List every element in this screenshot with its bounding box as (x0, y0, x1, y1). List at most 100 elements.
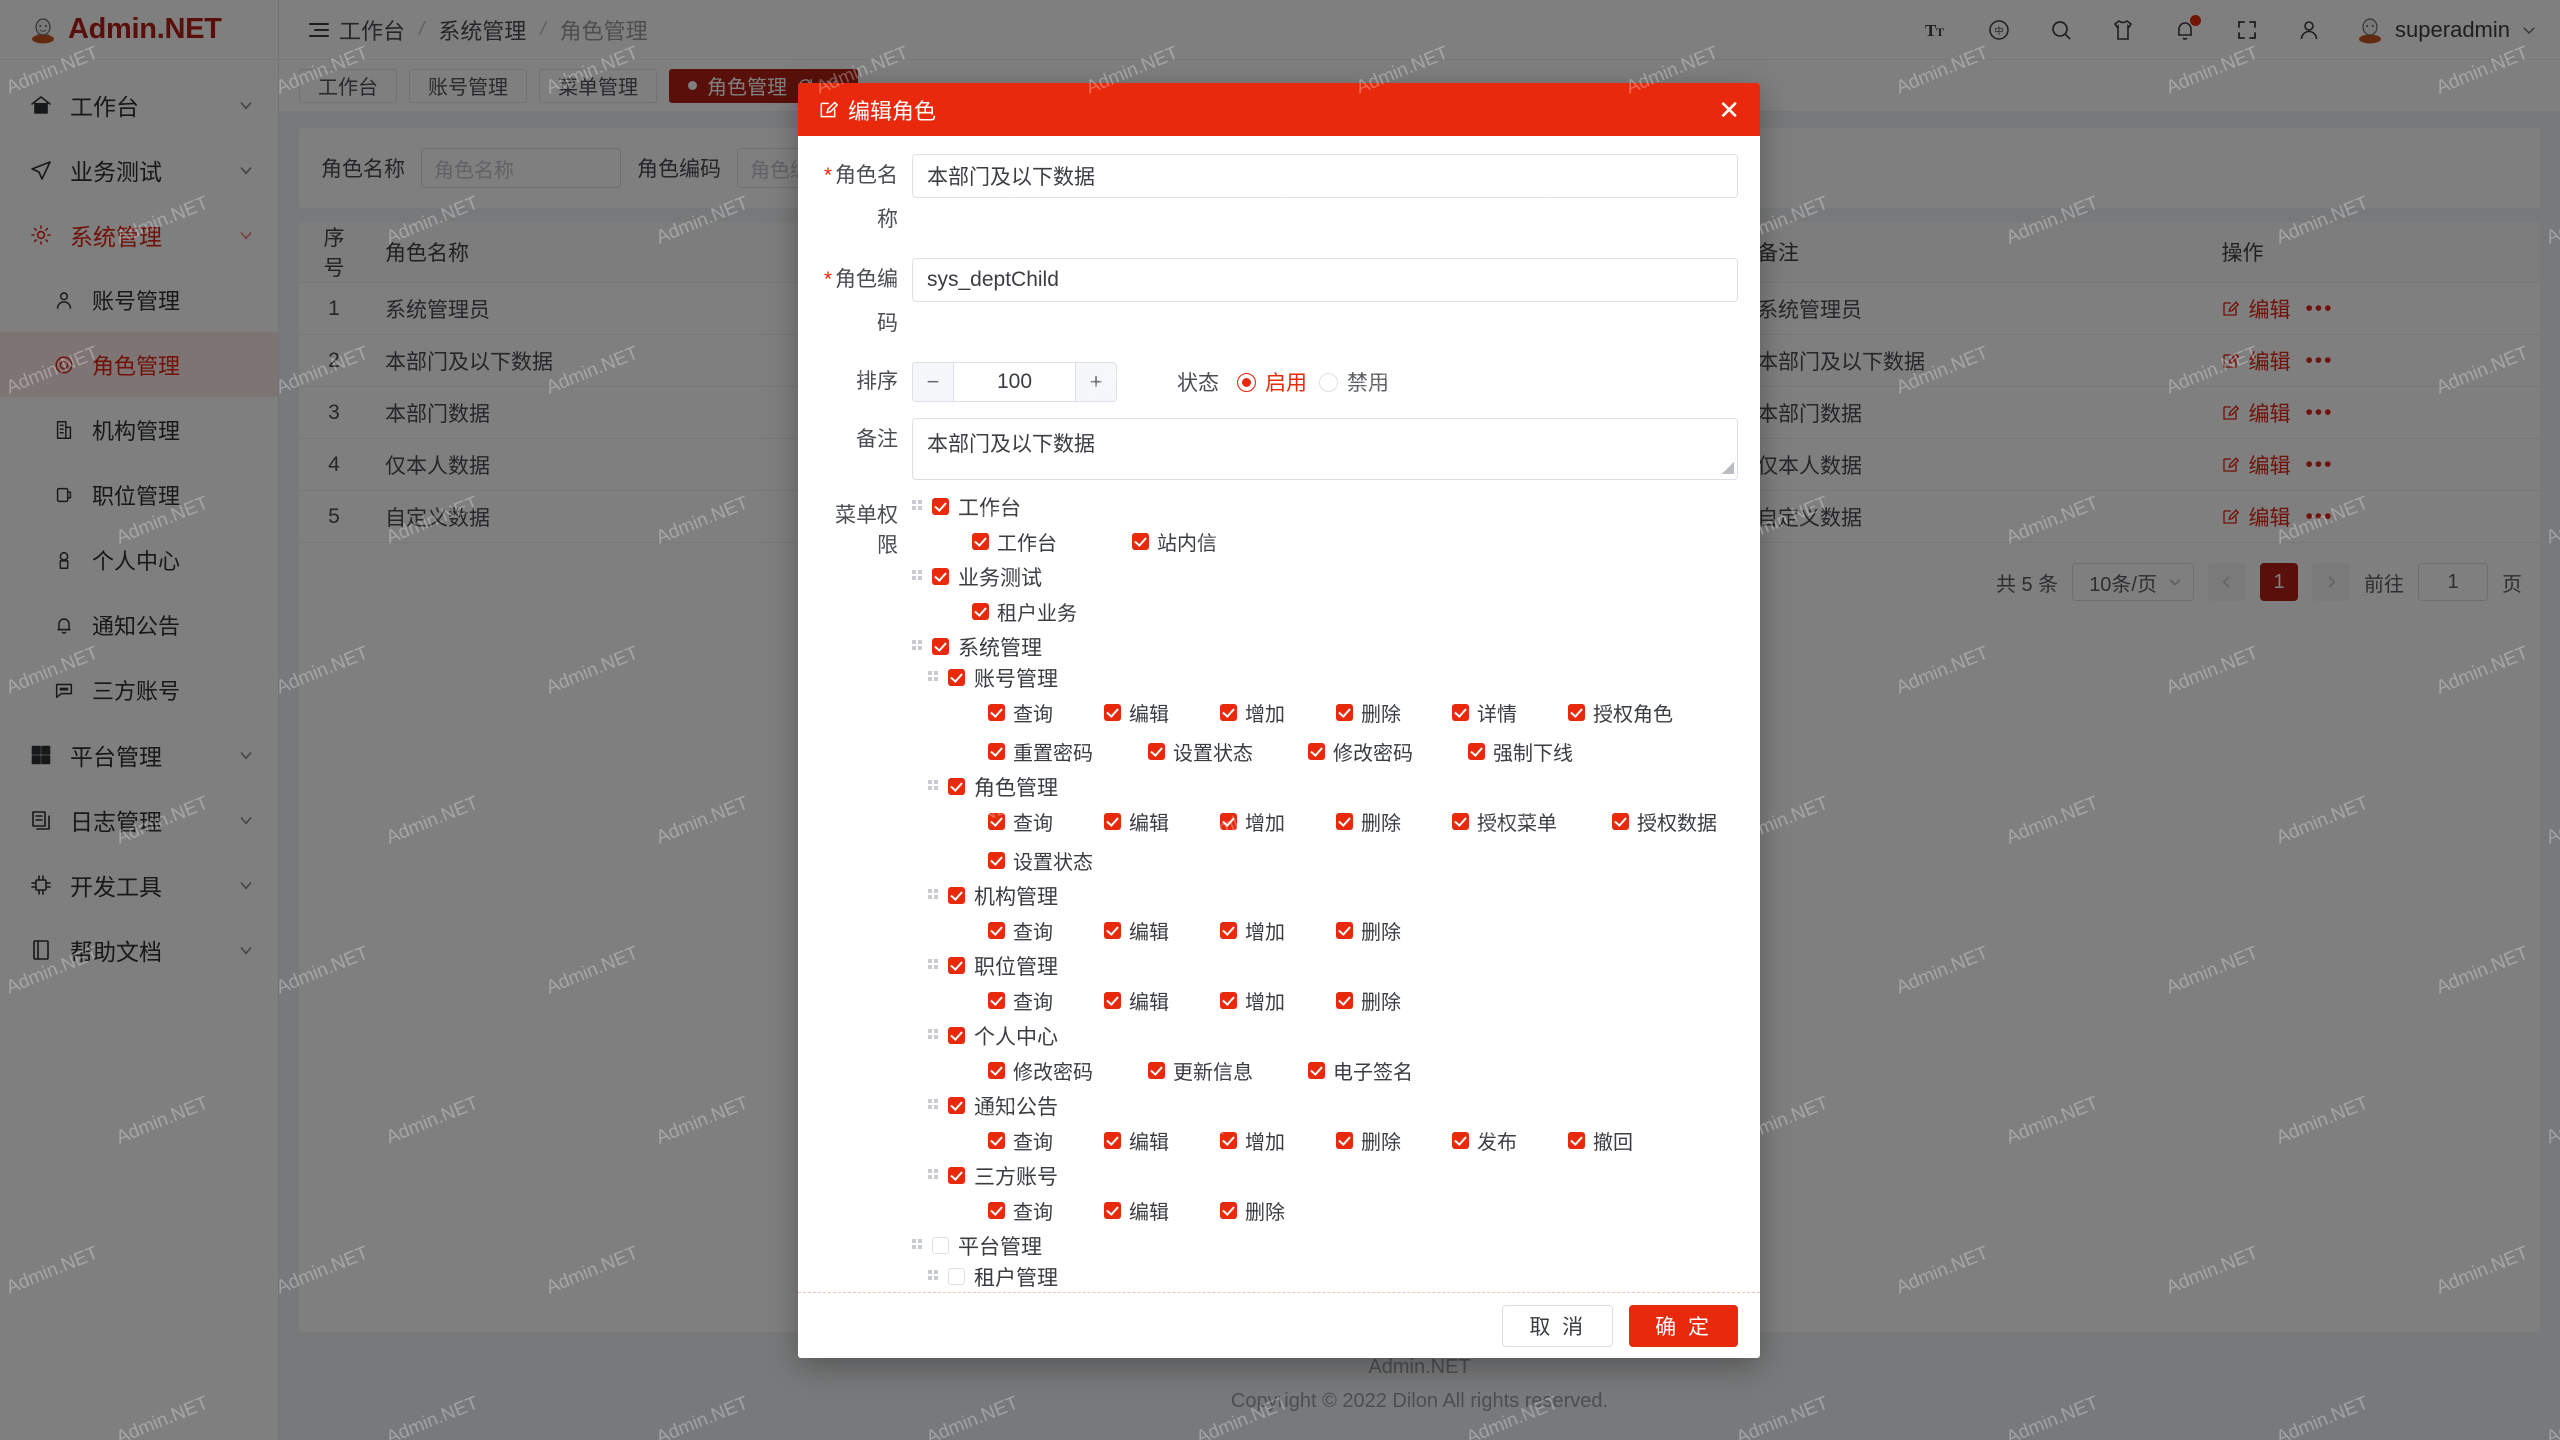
checkbox[interactable] (972, 603, 989, 620)
checkbox[interactable] (948, 1167, 965, 1184)
role-name-input[interactable]: 本部门及以下数据 (912, 154, 1738, 198)
checkbox[interactable] (932, 1237, 949, 1254)
drag-handle-icon[interactable] (928, 1270, 939, 1283)
checkbox[interactable] (1308, 1062, 1325, 1079)
checkbox[interactable] (1452, 813, 1469, 830)
checkbox[interactable] (1104, 704, 1121, 721)
perm-撤回[interactable]: 撤回 (1568, 1126, 1674, 1155)
checkbox[interactable] (1452, 1132, 1469, 1149)
perm-删除[interactable]: 删除 (1336, 986, 1442, 1015)
checkbox[interactable] (1104, 922, 1121, 939)
checkbox[interactable] (988, 922, 1005, 939)
perm-删除[interactable]: 删除 (1220, 1196, 1326, 1225)
checkbox[interactable] (932, 498, 949, 515)
checkbox[interactable] (1132, 533, 1149, 550)
perm-发布[interactable]: 发布 (1452, 1126, 1558, 1155)
perm-查询[interactable]: 查询 (988, 1196, 1094, 1225)
perm-重置密码[interactable]: 重置密码 (988, 737, 1138, 766)
perm-电子签名[interactable]: 电子签名 (1308, 1056, 1458, 1085)
perm-编辑[interactable]: 编辑 (1104, 698, 1210, 727)
perm-设置状态[interactable]: 设置状态 (1148, 737, 1298, 766)
perm-授权菜单[interactable]: 授权菜单 (1452, 807, 1602, 836)
tree-node-三方账号[interactable]: 三方账号 (912, 1165, 1760, 1189)
checkbox[interactable] (932, 638, 949, 655)
checkbox[interactable] (932, 568, 949, 585)
checkbox[interactable] (988, 813, 1005, 830)
status-radio-disabled[interactable]: 禁用 (1319, 367, 1389, 397)
drag-handle-icon[interactable] (928, 889, 939, 902)
perm-删除[interactable]: 删除 (1336, 698, 1442, 727)
checkbox[interactable] (948, 669, 965, 686)
checkbox[interactable] (988, 1132, 1005, 1149)
checkbox[interactable] (1220, 1202, 1237, 1219)
confirm-button[interactable]: 确 定 (1629, 1304, 1738, 1347)
checkbox[interactable] (948, 1027, 965, 1044)
checkbox[interactable] (988, 1202, 1005, 1219)
role-code-input[interactable]: sys_deptChild (912, 258, 1738, 302)
perm-编辑[interactable]: 编辑 (1104, 1196, 1210, 1225)
checkbox[interactable] (988, 743, 1005, 760)
tree-node-业务测试[interactable]: 业务测试 (912, 566, 1760, 590)
checkbox[interactable] (948, 1268, 965, 1285)
perm-删除[interactable]: 删除 (1336, 916, 1442, 945)
checkbox[interactable] (988, 992, 1005, 1009)
checkbox[interactable] (1336, 992, 1353, 1009)
drag-handle-icon[interactable] (912, 500, 923, 513)
tree-node-平台管理[interactable]: 平台管理 (912, 1235, 1760, 1259)
drag-handle-icon[interactable] (928, 671, 939, 684)
checkbox[interactable] (1568, 1132, 1585, 1149)
perm-站内信[interactable]: 站内信 (1132, 527, 1282, 556)
checkbox[interactable] (1104, 1132, 1121, 1149)
checkbox[interactable] (1336, 1132, 1353, 1149)
drag-handle-icon[interactable] (928, 780, 939, 793)
perm-查询[interactable]: 查询 (988, 807, 1094, 836)
perm-详情[interactable]: 详情 (1452, 698, 1558, 727)
close-icon[interactable]: ✕ (1718, 94, 1740, 125)
tree-node-账号管理[interactable]: 账号管理 (912, 667, 1760, 691)
tree-node-个人中心[interactable]: 个人中心 (912, 1025, 1760, 1049)
checkbox[interactable] (1104, 813, 1121, 830)
checkbox[interactable] (1220, 992, 1237, 1009)
cancel-button[interactable]: 取 消 (1502, 1304, 1614, 1347)
tree-node-工作台[interactable]: 工作台 (912, 496, 1760, 520)
checkbox[interactable] (1336, 813, 1353, 830)
perm-增加[interactable]: 增加 (1220, 986, 1326, 1015)
perm-删除[interactable]: 删除 (1336, 1126, 1442, 1155)
perm-增加[interactable]: 增加 (1220, 698, 1326, 727)
tree-node-租户管理[interactable]: 租户管理 (912, 1266, 1760, 1290)
perm-编辑[interactable]: 编辑 (1104, 916, 1210, 945)
perm-查询[interactable]: 查询 (988, 1126, 1094, 1155)
perm-修改密码[interactable]: 修改密码 (1308, 737, 1458, 766)
checkbox[interactable] (1104, 992, 1121, 1009)
checkbox[interactable] (1148, 1062, 1165, 1079)
checkbox[interactable] (1220, 922, 1237, 939)
checkbox[interactable] (1468, 743, 1485, 760)
perm-删除[interactable]: 删除 (1336, 807, 1442, 836)
checkbox[interactable] (972, 533, 989, 550)
perm-修改密码[interactable]: 修改密码 (988, 1056, 1138, 1085)
drag-handle-icon[interactable] (912, 1239, 923, 1252)
drag-handle-icon[interactable] (912, 570, 923, 583)
sort-stepper[interactable]: − 100 + (912, 362, 1117, 402)
checkbox[interactable] (1220, 1132, 1237, 1149)
checkbox[interactable] (1308, 743, 1325, 760)
status-radio-enabled[interactable]: 启用 (1237, 367, 1307, 397)
tree-node-职位管理[interactable]: 职位管理 (912, 955, 1760, 979)
checkbox[interactable] (1568, 704, 1585, 721)
checkbox[interactable] (948, 957, 965, 974)
perm-编辑[interactable]: 编辑 (1104, 807, 1210, 836)
perm-查询[interactable]: 查询 (988, 916, 1094, 945)
checkbox[interactable] (948, 887, 965, 904)
remark-textarea[interactable]: 本部门及以下数据 ◢ (912, 418, 1738, 480)
checkbox[interactable] (1452, 704, 1469, 721)
checkbox[interactable] (1148, 743, 1165, 760)
checkbox[interactable] (1612, 813, 1629, 830)
perm-设置状态[interactable]: 设置状态 (988, 846, 1138, 875)
checkbox[interactable] (988, 704, 1005, 721)
drag-handle-icon[interactable] (928, 1099, 939, 1112)
checkbox[interactable] (1336, 922, 1353, 939)
checkbox[interactable] (1220, 704, 1237, 721)
checkbox[interactable] (988, 852, 1005, 869)
tree-node-角色管理[interactable]: 角色管理 (912, 776, 1760, 800)
sort-decrement-button[interactable]: − (913, 363, 954, 401)
